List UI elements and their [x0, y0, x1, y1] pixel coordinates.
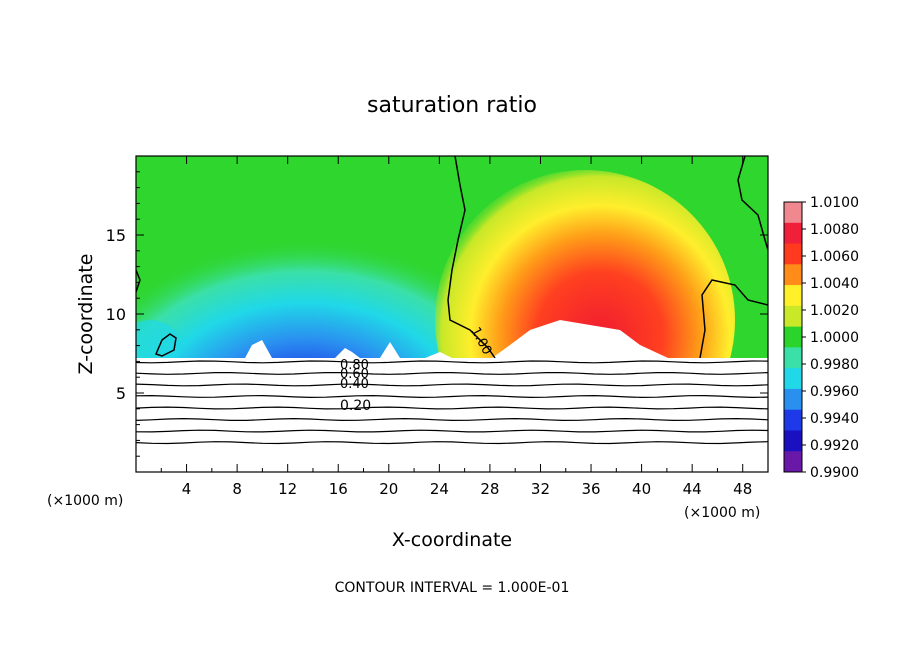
x-tick-label: 16 [329, 480, 348, 498]
x-tick-label: 28 [480, 480, 499, 498]
x-tick-label: 8 [232, 480, 242, 498]
dry-spot-left-edge [136, 320, 180, 358]
colorbar-label: 0.9940 [810, 411, 859, 427]
moist-plume-east [435, 170, 735, 358]
contour-label-0.60: 0.60 [340, 367, 369, 382]
x-tick-label: 36 [581, 480, 600, 498]
x-unit-label-left: (×1000 m) [47, 493, 123, 509]
x-axis: 4 8 12 16 20 24 28 32 36 40 44 48 [160, 156, 752, 498]
x-tick-label: 4 [182, 480, 192, 498]
colorbar-label: 1.0000 [810, 330, 859, 346]
colorbar-label: 1.0060 [810, 249, 859, 265]
colorbar-label: 0.9900 [810, 465, 859, 481]
saturated-cap [492, 320, 668, 358]
y-tick-label: 5 [116, 384, 126, 403]
y-tick-label: 10 [106, 305, 126, 324]
colorbar-swatch [784, 347, 802, 369]
contour-1.00-east [699, 279, 768, 358]
x-tick-label: 48 [733, 480, 752, 498]
colorbar-swatch [784, 264, 802, 286]
colorbar-label: 0.9980 [810, 357, 859, 373]
contour-line-0.20 [135, 441, 769, 445]
contour-1.00-right [737, 156, 768, 251]
contours-below-cloud [135, 360, 769, 445]
x-tick-label: 20 [379, 480, 398, 498]
contour-1.00-loop [154, 333, 177, 357]
colorbar-label: 0.9960 [810, 384, 859, 400]
colorbar-label: 1.0020 [810, 303, 859, 319]
chart-title: saturation ratio [367, 93, 537, 118]
colorbar-label: 1.0040 [810, 276, 859, 292]
contour-line-0.80 [135, 372, 769, 375]
colorbar-swatch [784, 409, 802, 431]
contour-label-0.40: 0.40 [340, 377, 369, 392]
dry-spikes [245, 340, 452, 358]
y-tick-label: 15 [106, 226, 126, 245]
x-tick-label: 32 [531, 480, 550, 498]
dry-core-west [136, 200, 480, 358]
colorbar-label: 1.0080 [810, 222, 859, 238]
x-tick-label: 12 [278, 480, 297, 498]
contour-line-0.70 [135, 383, 769, 387]
colorbar-label: 0.9920 [810, 438, 859, 454]
y-axis-label: Z-coordinate [75, 254, 97, 375]
contour-line-0.50 [135, 406, 769, 410]
colorbar-swatch [784, 451, 802, 473]
colorbar-swatch [784, 202, 802, 224]
x-axis-label: X-coordinate [392, 529, 512, 551]
footer-contour-interval: CONTOUR INTERVAL = 1.000E-01 [335, 580, 570, 596]
colorbar-swatch [784, 368, 802, 390]
contour-line-0.60 [135, 394, 769, 399]
x-tick-label: 44 [683, 480, 702, 498]
contour-1.00-mid [447, 156, 496, 358]
x-tick-label: 40 [632, 480, 651, 498]
colorbar-swatch [784, 388, 802, 411]
colorbar-swatch [784, 305, 802, 328]
y-axis: 5 10 15 [106, 171, 768, 457]
colorbar: 1.0100 1.0080 1.0060 1.0040 1.0020 1.0000 0.99… [783, 195, 859, 481]
contour-1.00-left [136, 269, 141, 293]
saturation-field [136, 156, 768, 358]
colorbar-swatch [784, 430, 802, 452]
colorbar-swatch [784, 243, 802, 265]
colorbar-swatch [784, 222, 802, 245]
contour-label-0.80: 0.80 [340, 358, 369, 373]
colorbar-label: 1.0100 [810, 195, 859, 211]
colorbar-swatch [784, 326, 802, 348]
x-tick-label: 24 [430, 480, 449, 498]
x-unit-label-right: (×1000 m) [684, 505, 760, 521]
contour-line-0.30 [135, 429, 769, 433]
contour-line-0.90 [135, 360, 769, 364]
colorbar-swatch [784, 285, 802, 307]
contour-line-0.40 [135, 417, 769, 422]
contour-label-0.20: 0.20 [340, 398, 371, 414]
